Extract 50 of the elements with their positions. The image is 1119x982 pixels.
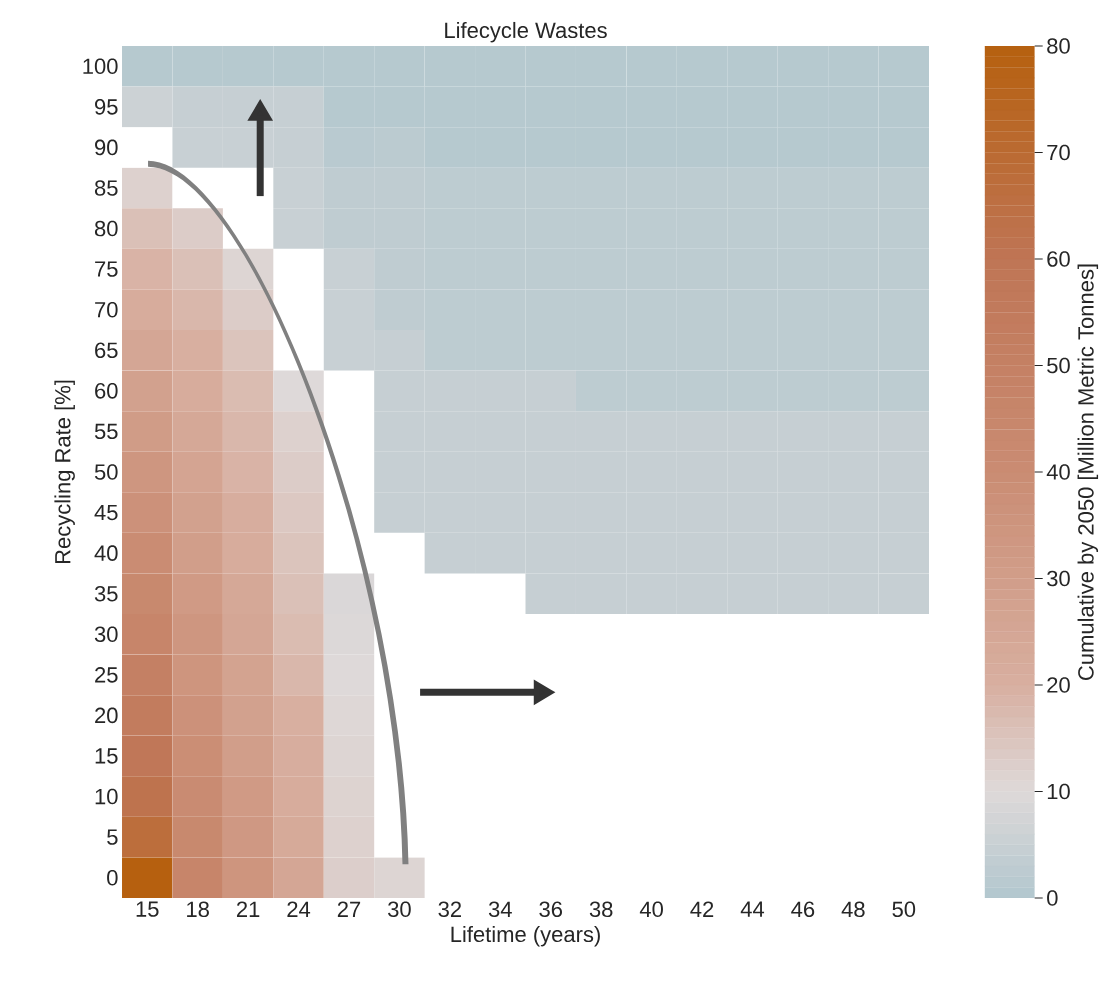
y-tick-label: 65 [95, 342, 118, 359]
x-tick-label: 18 [187, 901, 209, 918]
y-tick-label: 0 [107, 869, 118, 886]
color-bar-label: 40 [1046, 464, 1070, 480]
x-tick-label: 40 [639, 901, 663, 918]
y-tick-label: 75 [95, 261, 118, 277]
x-tick-label: 42 [690, 901, 714, 917]
y-tick-label: 20 [95, 707, 118, 724]
y-tick-label: 40 [94, 545, 118, 561]
x-tick-label: 21 [236, 901, 260, 917]
x-tick-label: 50 [892, 901, 916, 918]
color-bar-label: 30 [1047, 570, 1070, 587]
x-tick-label: 32 [438, 901, 461, 918]
x-tick-label: 30 [388, 901, 411, 918]
y-tick-label: 45 [94, 504, 118, 521]
x-tick-label: 24 [287, 901, 311, 917]
x-tick-label: 46 [791, 901, 815, 918]
color-bar-label: 80 [1047, 38, 1070, 54]
y-tick-label: 90 [95, 139, 118, 156]
color-bar-label: 50 [1047, 357, 1070, 374]
y-tick-label: 55 [94, 423, 118, 440]
x-tick-label: 36 [539, 901, 562, 918]
chart-title: Lifecycle Wastes [445, 21, 607, 43]
x-tick-label: 48 [841, 901, 865, 918]
y-tick-label: 35 [94, 585, 118, 602]
y-tick-label: 60 [95, 383, 118, 399]
y-tick-label: 70 [95, 301, 118, 318]
y-tick-label: 80 [94, 220, 118, 237]
y-tick-label: 100 [83, 58, 118, 75]
x-tick-label: 38 [589, 901, 613, 918]
x-axis-title: Lifetime (years) [451, 925, 600, 947]
y-tick-label: 25 [95, 667, 118, 683]
y-axis-title: Recycling Rate [%] [54, 380, 75, 564]
y-tick-label: 95 [95, 99, 118, 115]
y-tick-label: 85 [94, 180, 118, 196]
x-tick-label: 44 [740, 901, 765, 917]
color-bar-label: 10 [1047, 783, 1070, 800]
color-bar-label: 60 [1047, 251, 1070, 267]
y-tick-label: 10 [95, 788, 118, 805]
color-bar-title: Cumulative by 2050 [Million Metric Tonnes] [1077, 264, 1099, 680]
y-tick-label: 15 [95, 748, 118, 764]
x-tick-label: 15 [136, 901, 159, 917]
y-tick-label: 30 [94, 626, 118, 643]
x-tick-label: 27 [337, 901, 361, 917]
color-bar-label: 20 [1047, 677, 1070, 693]
color-bar-label: 0 [1047, 890, 1058, 906]
y-tick-label: 5 [107, 829, 118, 845]
color-bar-label: 70 [1047, 144, 1070, 161]
x-tick-label: 34 [488, 901, 512, 918]
y-tick-label: 50 [94, 464, 118, 480]
